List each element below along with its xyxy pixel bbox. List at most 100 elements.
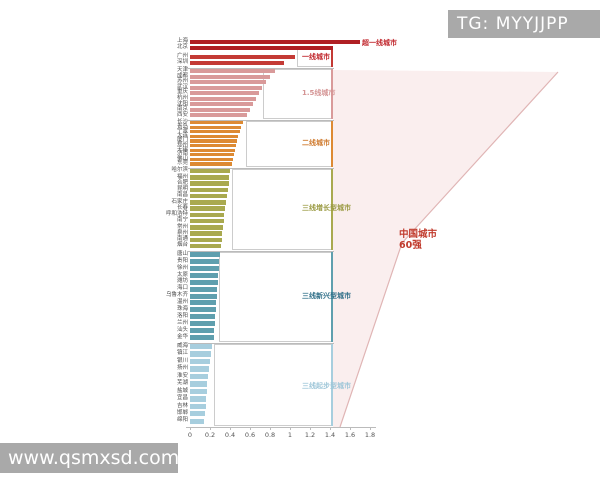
city-bar	[190, 61, 284, 66]
city-label: 唐山	[176, 250, 188, 257]
city-label: 汕头	[176, 326, 188, 333]
city-bar	[190, 225, 223, 230]
x-axis-tick-label: 0	[187, 431, 193, 439]
city-label: 泉州	[176, 229, 188, 236]
city-label: 绵阳	[176, 417, 188, 424]
city-bar	[190, 279, 218, 285]
city-label: 温州	[176, 299, 188, 306]
city-bar	[190, 169, 230, 174]
tier-label-super-tier1: 超一线城市	[362, 39, 397, 47]
city-bar	[190, 314, 215, 320]
x-axis-tick-label: 1.8	[364, 431, 376, 439]
city-label: 南京	[176, 106, 188, 113]
city-bar	[190, 121, 243, 125]
city-bar	[190, 148, 235, 152]
x-axis-tick	[190, 427, 191, 430]
city-label: 哈尔滨	[171, 167, 188, 174]
city-label: 天津	[176, 67, 188, 74]
city-label: 大连	[176, 132, 188, 139]
city-label: 兰州	[176, 319, 188, 326]
city-label: 无锡	[176, 146, 188, 153]
city-label: 成都	[176, 72, 188, 79]
city-bar	[190, 258, 219, 264]
city-label: 武汉	[176, 83, 188, 90]
tier-label-tier3-startup: 三线起步型城市	[302, 382, 351, 390]
city-bar	[190, 181, 229, 186]
x-axis-tick	[270, 427, 271, 430]
x-axis-tick	[330, 427, 331, 430]
city-label: 沈阳	[176, 100, 188, 107]
city-label: 深圳	[176, 59, 188, 66]
city-label: 长沙	[176, 118, 188, 125]
tier-box	[214, 344, 333, 426]
watermark-telegram: TG: MYYJJPP	[448, 10, 600, 38]
city-label: 杭州	[176, 95, 188, 102]
x-axis-tick-label: 1.4	[324, 431, 336, 439]
tier-bracket-line	[331, 344, 333, 426]
city-bar	[190, 200, 226, 205]
city-label: 郑州	[176, 141, 188, 148]
x-axis-tick-label: 0.4	[224, 431, 236, 439]
watermark-website: www.qsmxsd.com	[0, 443, 179, 473]
tier-bracket-line	[331, 49, 333, 67]
x-axis-tick	[250, 427, 251, 430]
annotation-line1: 中国城市	[399, 229, 438, 240]
city-bar	[190, 418, 204, 424]
x-axis-tick-label: 1	[287, 431, 293, 439]
city-label: 厦门	[176, 137, 188, 144]
city-label: 福州	[176, 173, 188, 180]
city-bar	[190, 307, 216, 313]
city-label: 贵阳	[176, 257, 188, 264]
city-label: 石家庄	[171, 198, 188, 205]
city-bar	[190, 55, 295, 60]
x-axis-tick-label: 1.2	[304, 431, 316, 439]
tier-box	[232, 169, 333, 250]
city-label: 苏州	[176, 78, 188, 85]
city-bar	[190, 286, 217, 292]
city-label: 东莞	[176, 160, 188, 167]
city-label: 昆明	[176, 186, 188, 193]
x-axis	[186, 427, 376, 428]
x-axis-tick	[290, 427, 291, 430]
city-bar	[190, 231, 222, 236]
city-label: 金华	[176, 333, 188, 340]
city-label: 太原	[176, 271, 188, 278]
city-bar	[190, 403, 206, 409]
x-axis-tick-label: 0.6	[244, 431, 256, 439]
city-bar	[190, 243, 221, 249]
city-bar	[190, 134, 238, 139]
city-label: 重庆	[176, 89, 188, 96]
city-label: 济南	[176, 151, 188, 158]
city-label: 佛山	[176, 155, 188, 162]
city-bar	[190, 265, 219, 271]
city-bar	[190, 113, 247, 118]
tier-bracket-line	[331, 69, 333, 119]
city-bar	[190, 40, 360, 45]
city-label: 扬州	[176, 365, 188, 372]
city-bar	[190, 85, 262, 90]
city-label: 呼和浩特	[165, 211, 188, 218]
city-bar	[190, 175, 229, 180]
city-bar	[190, 212, 224, 218]
city-bar	[190, 388, 207, 395]
city-bar	[190, 96, 256, 101]
city-label: 海口	[176, 285, 188, 292]
city-bar	[190, 293, 217, 299]
city-label: 芜湖	[176, 380, 188, 387]
tier-bracket-line	[331, 169, 333, 250]
city-bar	[190, 46, 333, 51]
city-label: 宜昌	[176, 395, 188, 402]
tier-label-tier3-emerging: 三线新兴型城市	[302, 292, 351, 300]
city-bar	[190, 80, 266, 85]
x-axis-tick-label: 0.8	[264, 431, 276, 439]
tier-separator	[188, 250, 334, 252]
tier-label-tier1: 一线城市	[302, 53, 330, 61]
city-label: 上海	[176, 38, 188, 45]
city-bar	[190, 396, 206, 402]
city-bar	[190, 193, 227, 199]
city-label: 南宁	[176, 217, 188, 224]
city-bar	[190, 358, 210, 365]
